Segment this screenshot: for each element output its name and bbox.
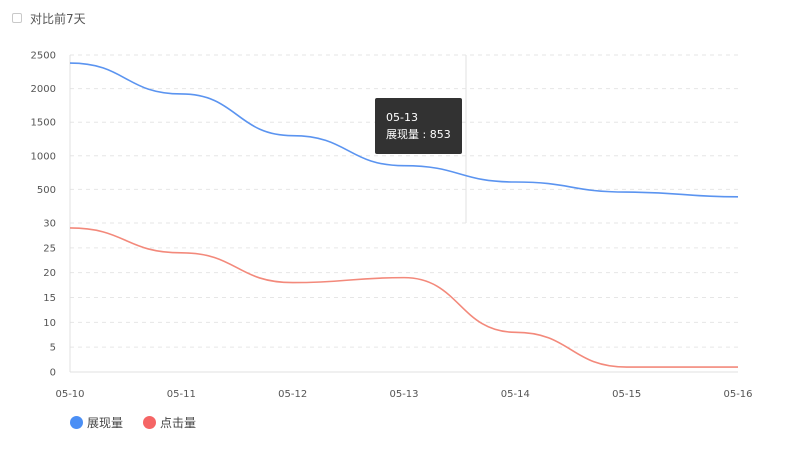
chart-tooltip: 05-13 展现量 : 853 <box>375 98 462 154</box>
y-tick-label: 0 <box>50 368 56 379</box>
tooltip-row: 展现量 : 853 <box>386 126 462 143</box>
x-tick-label: 05-16 <box>723 389 752 400</box>
x-tick-label: 05-10 <box>55 389 84 400</box>
legend-item-impressions[interactable]: 展现量 <box>70 414 123 431</box>
tooltip-date: 05-13 <box>386 111 418 124</box>
legend-dot-impressions <box>70 416 83 429</box>
series-line <box>69 62 739 198</box>
compare-checkbox[interactable] <box>12 13 22 23</box>
x-tick-label: 05-13 <box>389 389 418 400</box>
x-tick-label: 05-14 <box>501 389 530 400</box>
chart-legend: 展现量 点击量 <box>70 414 216 431</box>
compare-label: 对比前7天 <box>30 11 86 26</box>
legend-label-clicks: 点击量 <box>160 416 197 430</box>
y-tick-label: 5 <box>50 343 56 354</box>
y-tick-label: 1500 <box>31 118 56 129</box>
legend-item-clicks[interactable]: 点击量 <box>143 414 196 431</box>
axes: 2500 2000 1500 1000 500 30 25 20 15 10 5 0 <box>31 51 71 379</box>
y-tick-label: 2500 <box>31 51 56 62</box>
y-tick-label: 2000 <box>31 84 56 95</box>
x-tick-label: 05-15 <box>612 389 641 400</box>
y-tick-label: 20 <box>43 268 56 279</box>
y-tick-label: 15 <box>43 293 56 304</box>
series-line <box>69 227 738 368</box>
x-tick-label: 05-11 <box>167 389 196 400</box>
y-tick-label: 10 <box>43 318 56 329</box>
tooltip-series-name: 展现量 <box>386 128 419 141</box>
x-axis-ticks: 05-10 05-11 05-12 05-13 05-14 05-15 05-16 <box>55 371 753 400</box>
y-tick-label: 30 <box>43 219 56 230</box>
tooltip-value: 853 <box>429 128 451 141</box>
y-tick-label: 1000 <box>31 151 56 162</box>
legend-dot-clicks <box>143 416 157 429</box>
series-lines <box>69 62 739 368</box>
y-tick-label: 500 <box>37 185 56 196</box>
legend-label-impressions: 展现量 <box>87 416 124 430</box>
x-tick-label: 05-12 <box>278 389 307 400</box>
y-tick-label: 25 <box>43 243 56 254</box>
compare-prev-7-days-toggle[interactable]: 对比前7天 <box>12 9 86 27</box>
tooltip-separator: : <box>419 128 430 141</box>
